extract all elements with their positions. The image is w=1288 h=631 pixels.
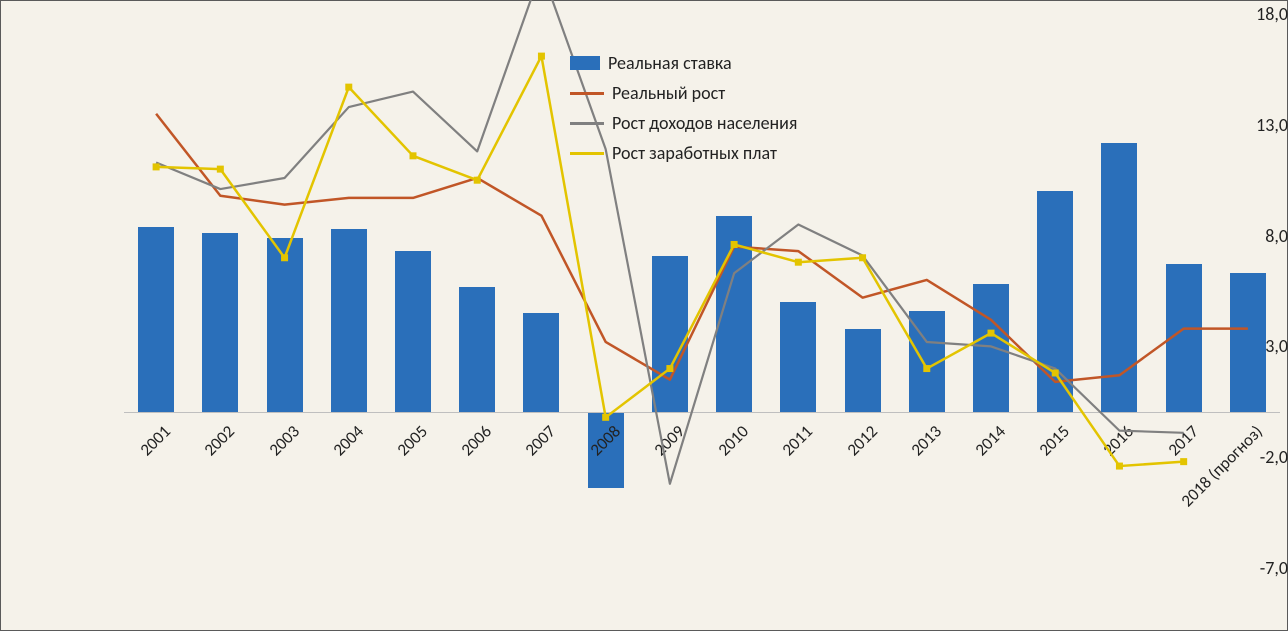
bar (973, 284, 1009, 413)
x-tick-label: 2010 (714, 421, 753, 460)
bar (202, 233, 238, 412)
bar (1037, 191, 1073, 413)
y-tick-label: 18,0 (1184, 3, 1288, 25)
bar (331, 229, 367, 413)
y-tick-label: 8,0 (1184, 225, 1288, 247)
legend-label: Реальная ставка (608, 52, 732, 74)
x-tick-label: 2011 (778, 421, 817, 460)
series-marker (538, 53, 545, 60)
y-tick-label: -7,0 (1184, 557, 1288, 579)
bar (267, 238, 303, 413)
bar (459, 287, 495, 413)
bar (138, 227, 174, 413)
combo-chart: -7,0-2,03,08,013,018,0200120022003200420… (0, 0, 1288, 631)
series-marker (153, 163, 160, 170)
bar (1166, 264, 1202, 412)
bar (395, 251, 431, 413)
legend-swatch-bar (570, 56, 600, 70)
x-tick-label: 2006 (457, 421, 496, 460)
bar (523, 313, 559, 413)
bar (1101, 143, 1137, 413)
legend-label: Рост доходов населения (612, 112, 797, 134)
legend-item: Реальный рост (570, 82, 920, 104)
series-marker (474, 177, 481, 184)
x-tick-label: 2005 (393, 421, 432, 460)
bar (780, 302, 816, 413)
x-tick-label: 2003 (264, 421, 303, 460)
x-tick-label: 2015 (1035, 421, 1074, 460)
legend-item: Рост доходов населения (570, 112, 920, 134)
legend-label: Реальный рост (612, 82, 725, 104)
x-tick-label: 2007 (521, 421, 560, 460)
series-marker (217, 166, 224, 173)
legend-item: Реальная ставка (570, 52, 920, 74)
legend-item: Рост заработных плат (570, 142, 920, 164)
x-tick-label: 2014 (971, 421, 1010, 460)
x-tick-label: 2016 (1099, 421, 1138, 460)
series-marker (859, 254, 866, 261)
bar (845, 329, 881, 413)
x-tick-label: 2009 (650, 421, 689, 460)
series-marker (795, 259, 802, 266)
series-marker (1116, 463, 1123, 470)
series-marker (345, 84, 352, 91)
x-tick-label: 2001 (136, 421, 175, 460)
x-tick-label: 2013 (906, 421, 945, 460)
x-tick-label: 2002 (200, 421, 239, 460)
series-marker (410, 152, 417, 159)
legend-swatch-line (570, 152, 604, 155)
bar (716, 216, 752, 413)
legend-label: Рост заработных плат (612, 142, 777, 164)
x-axis-baseline (124, 412, 1280, 413)
bar (909, 311, 945, 413)
legend-swatch-line (570, 92, 604, 95)
legend-swatch-line (570, 122, 604, 125)
x-tick-label: 2012 (842, 421, 881, 460)
legend: Реальная ставка Реальный рост Рост доходов… (570, 52, 1270, 172)
x-tick-label: 2004 (328, 421, 367, 460)
bar (1230, 273, 1266, 413)
bar (652, 256, 688, 413)
